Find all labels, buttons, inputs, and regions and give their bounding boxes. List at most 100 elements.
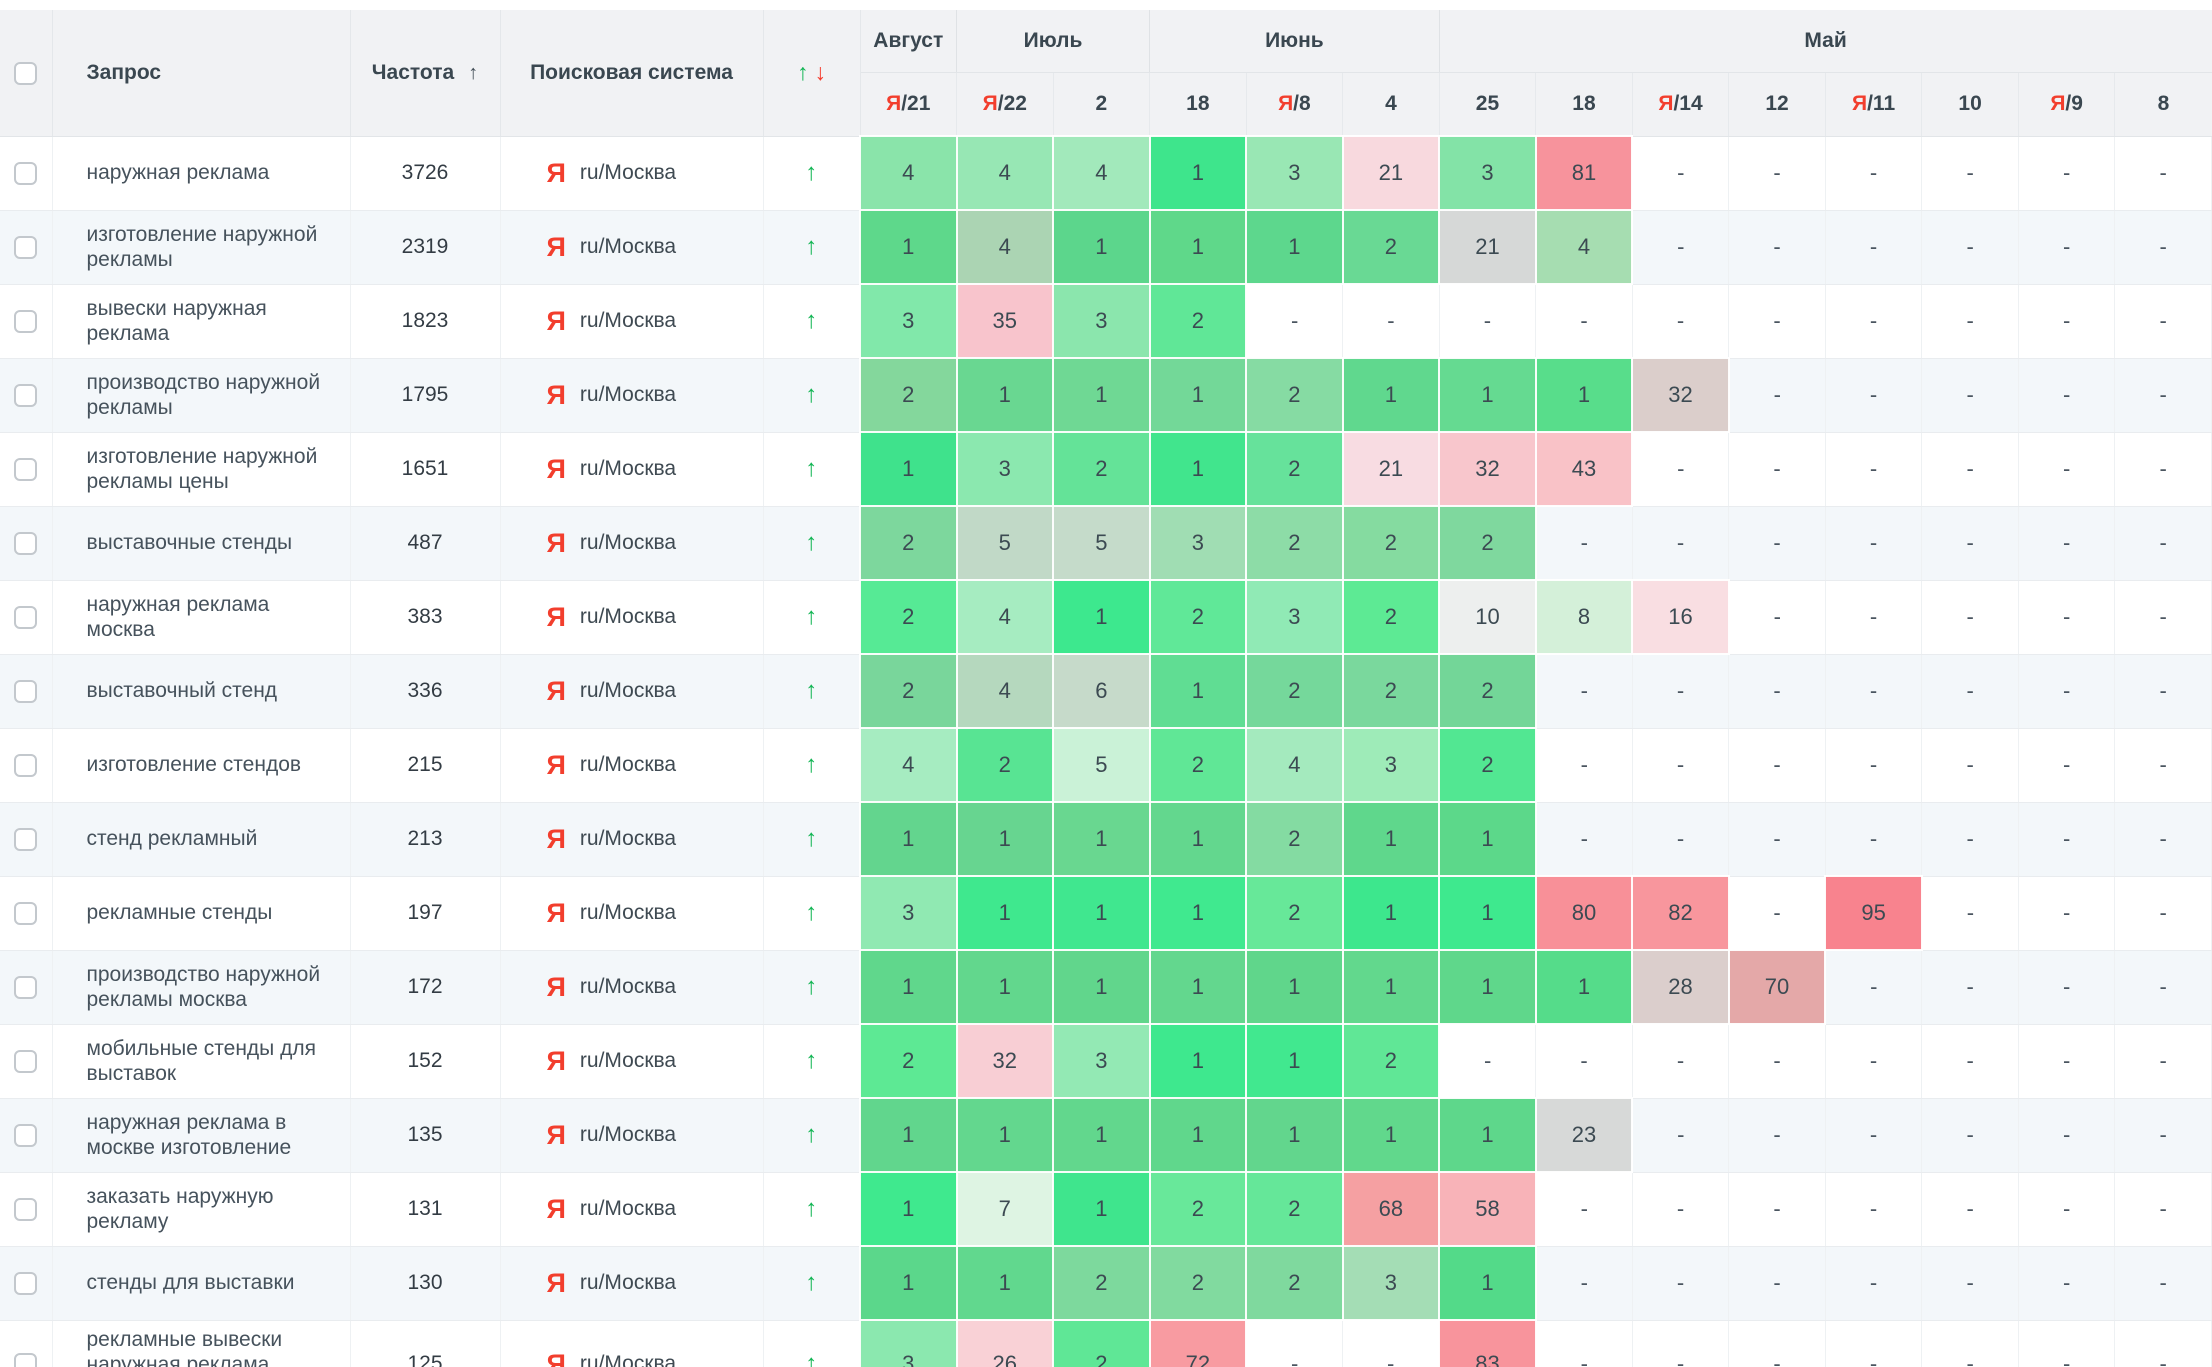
rank-cell-empty: -	[2114, 580, 2212, 655]
date-header[interactable]: 18	[1535, 72, 1633, 137]
query-cell[interactable]: вывески наружная реклама	[52, 284, 351, 359]
engine-region-label: ru/Москва	[579, 309, 677, 332]
query-cell[interactable]: наружная реклама в москве изготовление	[52, 1098, 351, 1173]
rank-cell: 1	[1052, 875, 1151, 951]
query-cell[interactable]: выставочный стенд	[52, 654, 351, 729]
select-all-checkbox[interactable]	[14, 61, 38, 85]
row-checkbox[interactable]	[14, 383, 38, 407]
rank-cell-empty: -	[1825, 1024, 1923, 1099]
rank-cell: 28	[1631, 949, 1730, 1025]
row-checkbox[interactable]	[14, 901, 38, 925]
rank-cell: 2	[1341, 209, 1441, 285]
engine-region-label: ru/Москва	[579, 753, 677, 776]
date-header[interactable]: 8	[2114, 72, 2212, 137]
trend-up-icon: ↑	[805, 751, 818, 778]
rank-cell-empty: -	[1535, 728, 1633, 803]
row-checkbox[interactable]	[14, 1049, 38, 1073]
rank-cell-empty: -	[1921, 136, 2019, 211]
yandex-icon: Я	[546, 157, 566, 188]
rank-cell-empty: -	[1921, 654, 2019, 729]
rank-cell-empty: -	[1825, 728, 1923, 803]
yandex-icon: Я	[546, 1193, 566, 1224]
frequency-cell: 487	[350, 506, 501, 581]
row-checkbox[interactable]	[14, 1123, 38, 1147]
query-cell[interactable]: производство наружной рекламы москва	[52, 950, 351, 1025]
date-header[interactable]: 12	[1728, 72, 1826, 137]
date-header[interactable]: Я/9	[2017, 72, 2115, 137]
rank-cell: 2	[1245, 653, 1344, 729]
date-header[interactable]: 18	[1149, 72, 1247, 137]
row-checkbox[interactable]	[14, 1271, 38, 1295]
row-checkbox[interactable]	[14, 309, 38, 333]
row-checkbox[interactable]	[14, 1353, 38, 1367]
row-checkbox[interactable]	[14, 605, 38, 629]
query-cell[interactable]: рекламные вывески наружная реклама изгот…	[52, 1320, 351, 1367]
rank-cell-empty: -	[2018, 728, 2116, 803]
rank-cell: 70	[1727, 949, 1827, 1025]
rank-cell: 68	[1341, 1171, 1441, 1247]
query-cell[interactable]: изготовление стендов	[52, 728, 351, 803]
query-cell[interactable]: выставочные стенды	[52, 506, 351, 581]
row-checkbox[interactable]	[14, 827, 38, 851]
date-header[interactable]: Я/22	[956, 72, 1054, 137]
query-cell[interactable]: наружная реклама москва	[52, 580, 351, 655]
query-cell[interactable]: изготовление наружной рекламы цены	[52, 432, 351, 507]
dynamics-cell: ↑	[763, 876, 861, 951]
date-header[interactable]: Я/14	[1631, 72, 1729, 137]
dynamics-cell: ↑	[763, 358, 861, 433]
frequency-cell: 135	[350, 1098, 501, 1173]
row-checkbox[interactable]	[14, 1197, 38, 1221]
rank-cell-empty: -	[1825, 1320, 1923, 1367]
date-header[interactable]: 2	[1052, 72, 1150, 137]
dynamics-cell: ↑	[763, 728, 861, 803]
trend-up-icon: ↑	[805, 529, 818, 556]
query-cell[interactable]: заказать наружную рекламу	[52, 1172, 351, 1247]
query-cell[interactable]: стенды для выставки	[52, 1246, 351, 1321]
column-header-dynamics[interactable]: ↑ ↓	[763, 10, 861, 137]
rank-cell: 2	[1341, 1023, 1441, 1099]
date-header[interactable]: Я/11	[1824, 72, 1922, 137]
trend-up-icon: ↑	[805, 1269, 818, 1296]
row-checkbox[interactable]	[14, 679, 38, 703]
rank-cell-empty: -	[1632, 210, 1730, 285]
date-header[interactable]: 4	[1342, 72, 1440, 137]
date-header[interactable]: 10	[1921, 72, 2019, 137]
query-cell[interactable]: наружная реклама	[52, 136, 351, 211]
rank-cell-empty: -	[2114, 1172, 2212, 1247]
table-row: наружная реклама в москве изготовление 13…	[0, 1097, 2212, 1173]
yandex-update-icon: Я	[1852, 92, 1868, 116]
column-header-query: Запрос	[52, 10, 351, 137]
row-checkbox[interactable]	[14, 531, 38, 555]
date-header[interactable]: Я/21	[859, 72, 957, 137]
row-checkbox[interactable]	[14, 753, 38, 777]
row-checkbox[interactable]	[14, 457, 38, 481]
date-header[interactable]: Я/8	[1245, 72, 1343, 137]
query-cell[interactable]: изготовление наружной рекламы	[52, 210, 351, 285]
trend-up-icon: ↑	[805, 603, 818, 630]
rank-cell-empty: -	[2114, 432, 2212, 507]
query-cell[interactable]: производство наружной рекламы	[52, 358, 351, 433]
row-checkbox-cell	[0, 358, 53, 433]
row-checkbox[interactable]	[14, 235, 38, 259]
row-checkbox[interactable]	[14, 161, 38, 185]
query-cell[interactable]: мобильные стенды для выставок	[52, 1024, 351, 1099]
frequency-cell: 1823	[350, 284, 501, 359]
rank-cell-empty: -	[1921, 728, 2019, 803]
rank-cell: 2	[1438, 653, 1537, 729]
column-header-frequency[interactable]: Частота ↑	[350, 10, 501, 137]
engine-region-label: ru/Москва	[579, 383, 677, 406]
rank-cell-empty: -	[2018, 950, 2116, 1025]
rank-cell-empty: -	[1632, 506, 1730, 581]
query-cell[interactable]: рекламные стенды	[52, 876, 351, 951]
yandex-icon: Я	[546, 1267, 566, 1298]
engine-region-label: ru/Москва	[579, 679, 677, 702]
row-checkbox[interactable]	[14, 975, 38, 999]
query-cell[interactable]: стенд рекламный	[52, 802, 351, 877]
rank-cell: 3	[1245, 135, 1344, 211]
date-header[interactable]: 25	[1438, 72, 1536, 137]
